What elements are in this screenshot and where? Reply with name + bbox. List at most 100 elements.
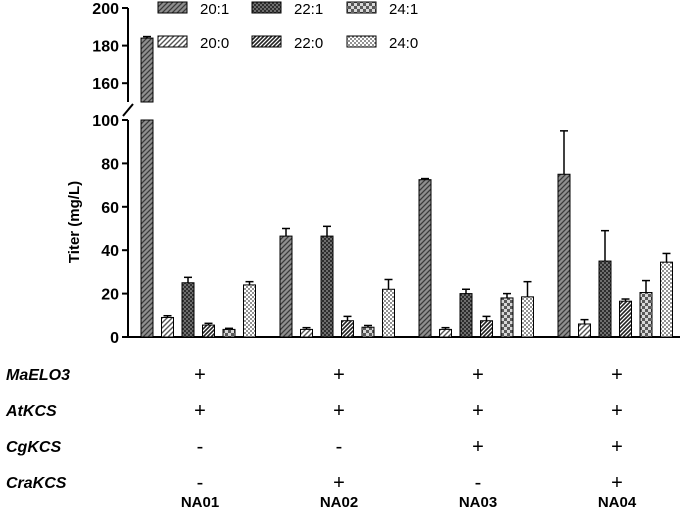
y-tick-label: 60 (101, 200, 119, 217)
y-tick-label: 100 (92, 113, 119, 130)
bar (557, 173, 571, 338)
bar-group-20-0 (578, 318, 591, 338)
bar-group-22-0 (341, 315, 354, 338)
genotype-mark: + (194, 400, 206, 422)
y-tick-label: 160 (92, 76, 119, 93)
bar (521, 296, 534, 338)
legend-label: 20:1 (200, 1, 229, 18)
bar-group-24-0 (382, 278, 395, 338)
genotype-mark: + (611, 364, 623, 386)
legend-item: 22:0 (251, 35, 323, 52)
bar-group-22-0 (480, 315, 493, 338)
bar (222, 328, 236, 338)
bar-group-24-1 (361, 324, 375, 338)
bar (639, 292, 653, 338)
genotype-mark: + (611, 400, 623, 422)
legend: 20:1 22:1 24:1 20:0 22:0 24:0 (157, 1, 418, 52)
legend-item: 20:0 (157, 35, 229, 52)
genotype-mark: + (333, 400, 345, 422)
genotype-table: MaELO3 + + + +AtKCS + + + +CgKCS - - + +CraKCS - + - +NA… (5, 364, 637, 511)
legend-label: 20:0 (200, 35, 229, 52)
bars (140, 35, 673, 338)
bar (361, 326, 375, 338)
legend-item: 22:1 (251, 1, 323, 18)
genotype-mark: + (194, 364, 206, 386)
bar (382, 288, 395, 338)
bar (202, 324, 215, 338)
bar (439, 328, 452, 338)
genotype-mark: + (611, 436, 623, 458)
genotype-mark: + (472, 400, 484, 422)
legend-item: 20:1 (157, 1, 229, 18)
bar-group-20-1 (557, 130, 571, 338)
genotype-mark: + (472, 436, 484, 458)
legend-swatch (346, 35, 377, 48)
bar-group-22-0 (619, 298, 632, 338)
bar-group-20-1 (418, 177, 432, 338)
bar-group-20-1 (140, 35, 154, 338)
y-tick-label: 200 (92, 1, 119, 18)
bar (459, 293, 473, 338)
bar-group-22-1 (598, 229, 612, 338)
legend-label: 24:1 (389, 1, 418, 18)
legend-swatch (157, 1, 188, 14)
legend-label: 22:0 (294, 35, 323, 52)
axis-break-mark (122, 103, 134, 117)
bar-group-24-1 (222, 327, 236, 338)
bar (341, 320, 354, 338)
bar (418, 179, 432, 338)
bar (480, 320, 493, 338)
bar (181, 282, 195, 338)
bar-group-24-0 (243, 280, 256, 338)
bar (619, 300, 632, 338)
legend-swatch (251, 1, 282, 14)
gene-label: CraKCS (6, 475, 67, 492)
bar (140, 37, 154, 103)
bar-group-22-0 (202, 322, 215, 338)
bar-group-20-0 (161, 314, 174, 338)
bar (243, 284, 256, 338)
genotype-mark: + (333, 472, 345, 494)
axes: 0 20 40 60 80 100 160 180 200 (92, 1, 680, 347)
bar-group-20-1 (279, 227, 293, 338)
genotype-mark: + (472, 364, 484, 386)
legend-label: 22:1 (294, 1, 323, 18)
legend-swatch (251, 35, 282, 48)
strain-label: NA01 (181, 494, 219, 511)
bar (161, 316, 174, 338)
legend-swatch (346, 1, 377, 14)
genotype-mark: + (611, 472, 623, 494)
y-tick-label: 0 (110, 330, 119, 347)
bar (320, 235, 334, 338)
bar (660, 261, 673, 338)
bar-group-20-0 (300, 326, 313, 338)
strain-label: NA02 (320, 494, 358, 511)
bar-group-24-0 (660, 252, 673, 338)
strain-label: NA03 (459, 494, 497, 511)
bar (598, 260, 612, 338)
genotype-mark: + (333, 364, 345, 386)
gene-label: MaELO3 (6, 367, 70, 384)
strain-label: NA04 (598, 494, 637, 511)
bar-group-20-0 (439, 326, 452, 338)
gene-label: AtKCS (5, 403, 57, 420)
y-tick-label: 20 (101, 287, 119, 304)
y-tick-label: 80 (101, 156, 119, 173)
legend-item: 24:1 (346, 1, 418, 18)
bar-group-24-1 (500, 292, 514, 338)
legend-item: 24:0 (346, 35, 418, 52)
y-tick-label: 180 (92, 39, 119, 56)
genotype-mark: - (197, 472, 204, 494)
bar-group-22-1 (459, 288, 473, 338)
bar (140, 119, 154, 338)
legend-label: 24:0 (389, 35, 418, 52)
genotype-mark: - (197, 436, 204, 458)
y-tick-label: 40 (101, 243, 119, 260)
bar-group-24-0 (521, 280, 534, 338)
legend-swatch (157, 35, 188, 48)
bar-group-24-1 (639, 279, 653, 338)
genotype-mark: - (475, 472, 482, 494)
bar-group-22-1 (181, 276, 195, 338)
bar (279, 235, 293, 338)
